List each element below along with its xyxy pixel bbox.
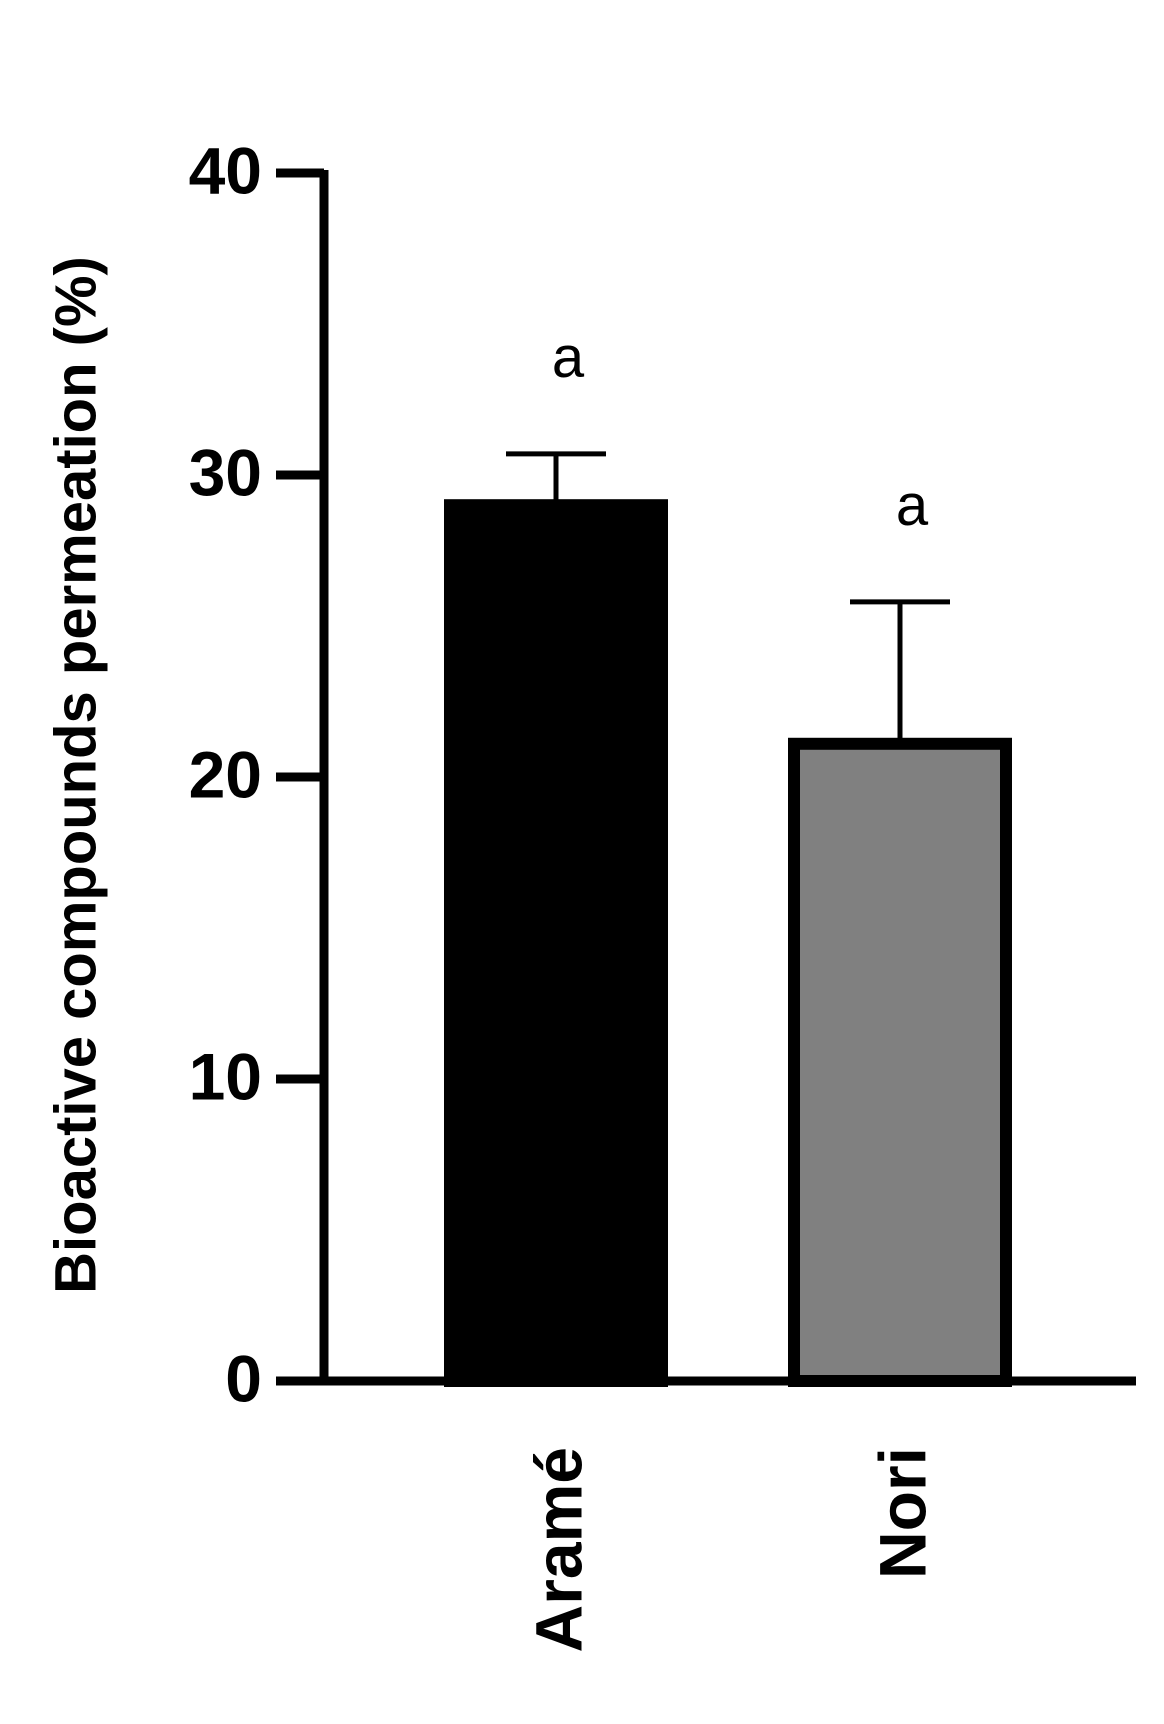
annotation: a	[896, 473, 929, 538]
x-tick-label: Nori	[865, 1447, 939, 1579]
y-tick-label: 30	[189, 435, 262, 509]
annotation: a	[552, 325, 585, 390]
y-axis-label: Bioactive compounds permeation (%)	[43, 256, 108, 1294]
y-tick-label: 10	[189, 1039, 262, 1113]
y-tick-label: 0	[225, 1341, 262, 1415]
bar	[788, 737, 1012, 1387]
y-tick-label: 20	[189, 737, 262, 811]
y-tick-label: 40	[189, 133, 262, 207]
bar	[444, 499, 668, 1387]
x-tick-label: Aramé	[521, 1447, 595, 1652]
